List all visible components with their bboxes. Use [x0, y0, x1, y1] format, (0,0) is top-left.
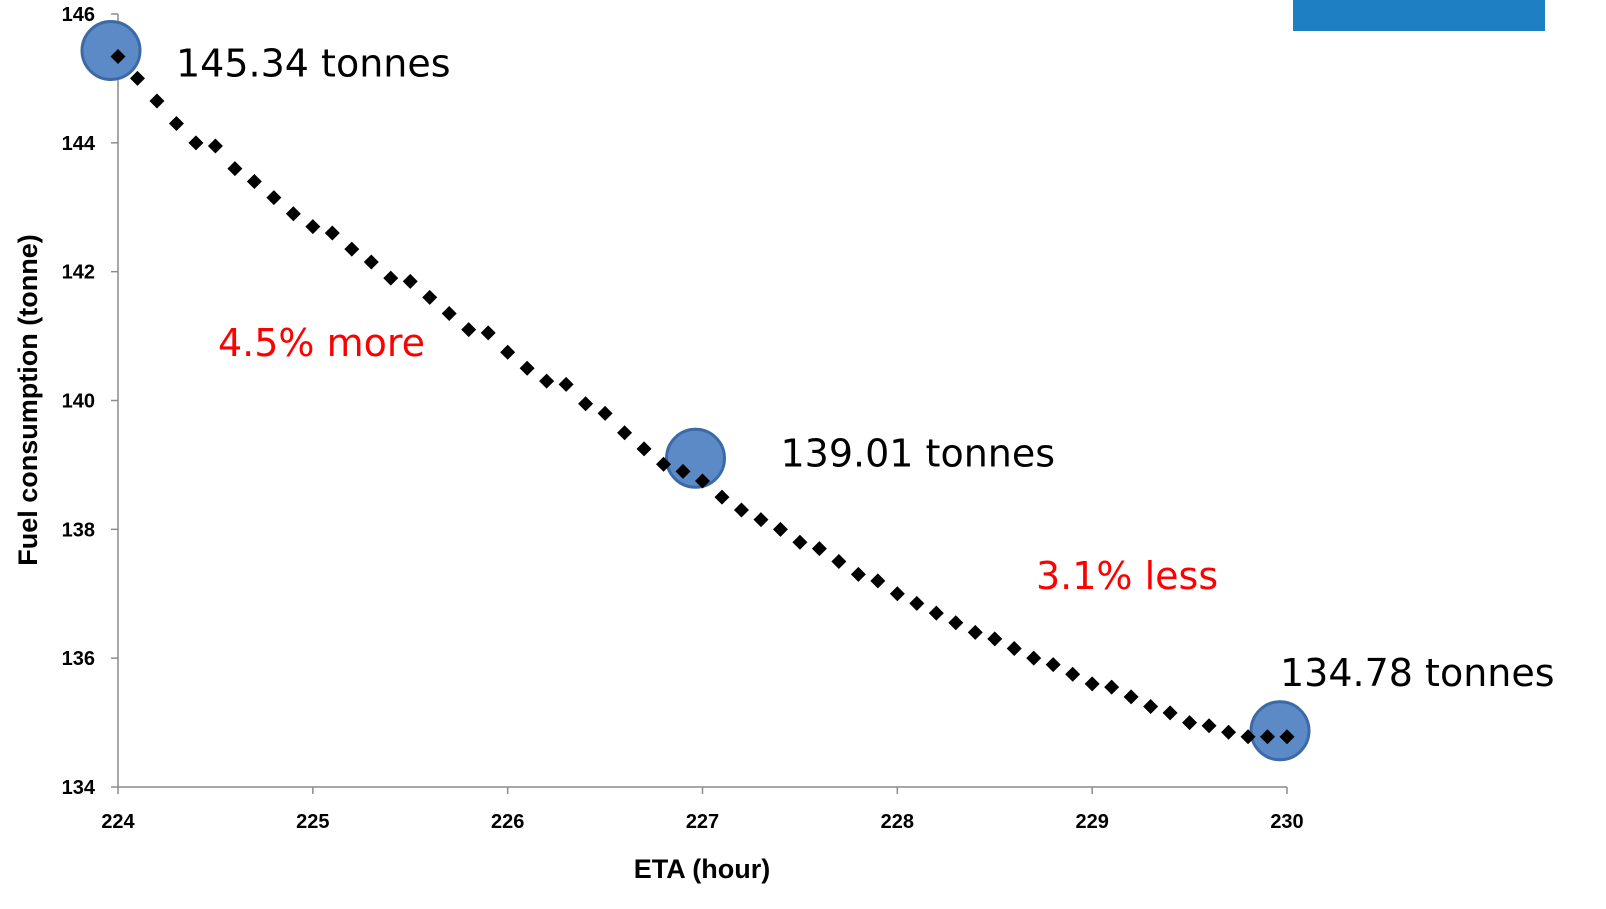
data-point	[733, 502, 749, 518]
x-tick-label: 229	[1075, 811, 1108, 833]
data-point	[1162, 705, 1178, 721]
data-point	[207, 138, 223, 154]
data-point	[305, 219, 321, 235]
data-point	[1182, 715, 1198, 731]
highlight-labels: 145.34 tonnes 139.01 tonnes 134.78 tonnes	[176, 42, 1555, 695]
data-point	[948, 615, 964, 631]
data-point	[656, 456, 672, 472]
data-point	[987, 631, 1003, 647]
data-point	[1260, 729, 1276, 745]
data-point	[1104, 679, 1120, 695]
data-point	[811, 541, 827, 557]
data-point	[363, 254, 379, 270]
data-point	[461, 322, 477, 338]
data-point	[110, 49, 126, 65]
data-point	[519, 360, 535, 376]
data-point	[850, 566, 866, 582]
data-point	[831, 554, 847, 570]
x-tick-label: 228	[881, 811, 914, 833]
x-tick-label: 224	[101, 811, 135, 833]
data-point	[149, 93, 165, 109]
data-point	[792, 534, 808, 550]
data-point	[129, 70, 145, 86]
annotation-less: 3.1% less	[1036, 554, 1218, 598]
data-point	[714, 489, 730, 505]
highlight-circle	[665, 427, 726, 489]
y-tick-label: 142	[62, 262, 95, 284]
data-point	[1065, 666, 1081, 682]
data-point	[422, 289, 438, 305]
x-tick-label: 230	[1270, 811, 1303, 833]
data-point	[578, 396, 594, 412]
y-tick-label: 144	[62, 133, 96, 155]
data-point	[597, 405, 613, 421]
series-points	[110, 49, 1295, 745]
y-tick-label: 140	[62, 391, 95, 413]
data-point	[1006, 641, 1022, 657]
data-point	[909, 595, 925, 611]
x-ticks: 224 225 226 227 228 229 230	[101, 787, 1304, 833]
highlight-circle	[80, 20, 142, 82]
y-ticks: 134 136 138 140 142 144 146	[62, 4, 118, 799]
data-point	[168, 116, 184, 132]
y-tick-label: 134	[62, 777, 96, 799]
x-tick-label: 226	[491, 811, 524, 833]
highlight-label: 145.34 tonnes	[176, 42, 451, 86]
data-point	[500, 344, 516, 360]
data-point	[266, 190, 282, 206]
data-point	[967, 624, 983, 640]
data-point	[772, 521, 788, 537]
data-point	[1201, 718, 1217, 734]
x-tick-label: 227	[686, 811, 719, 833]
data-point	[1045, 657, 1061, 673]
x-tick-label: 225	[296, 811, 329, 833]
y-axis-title: Fuel consumption (tonne)	[13, 234, 43, 565]
corner-banner	[1293, 0, 1545, 31]
data-point	[1143, 698, 1159, 714]
data-point	[1240, 729, 1256, 745]
data-point	[227, 161, 243, 177]
data-point	[928, 605, 944, 621]
x-axis-title: ETA (hour)	[634, 854, 770, 884]
data-point	[558, 376, 574, 392]
data-point	[870, 573, 886, 589]
data-point	[246, 173, 262, 189]
data-point	[636, 441, 652, 457]
data-point	[753, 512, 769, 528]
data-point	[1279, 729, 1295, 745]
data-point	[617, 425, 633, 441]
data-point	[1084, 676, 1100, 692]
data-point	[383, 270, 399, 286]
data-point	[695, 473, 710, 489]
data-point	[889, 586, 905, 602]
highlight-label: 134.78 tonnes	[1280, 651, 1555, 695]
highlight-label: 139.01 tonnes	[781, 431, 1056, 475]
data-point	[344, 241, 360, 257]
y-tick-label: 138	[62, 519, 95, 541]
data-point	[539, 373, 555, 389]
data-point	[324, 225, 340, 241]
y-tick-label: 136	[62, 648, 95, 670]
data-point	[1123, 689, 1139, 705]
data-point	[675, 463, 691, 479]
data-point	[1026, 650, 1042, 666]
highlight-circles	[80, 20, 1311, 762]
data-point	[285, 206, 301, 222]
y-tick-label: 146	[62, 4, 95, 26]
data-point	[441, 306, 457, 322]
data-point	[402, 273, 418, 289]
data-point	[1221, 724, 1237, 740]
data-point	[480, 325, 496, 341]
annotation-more: 4.5% more	[218, 321, 425, 365]
data-point	[188, 135, 204, 151]
highlight-circle	[1249, 700, 1311, 762]
